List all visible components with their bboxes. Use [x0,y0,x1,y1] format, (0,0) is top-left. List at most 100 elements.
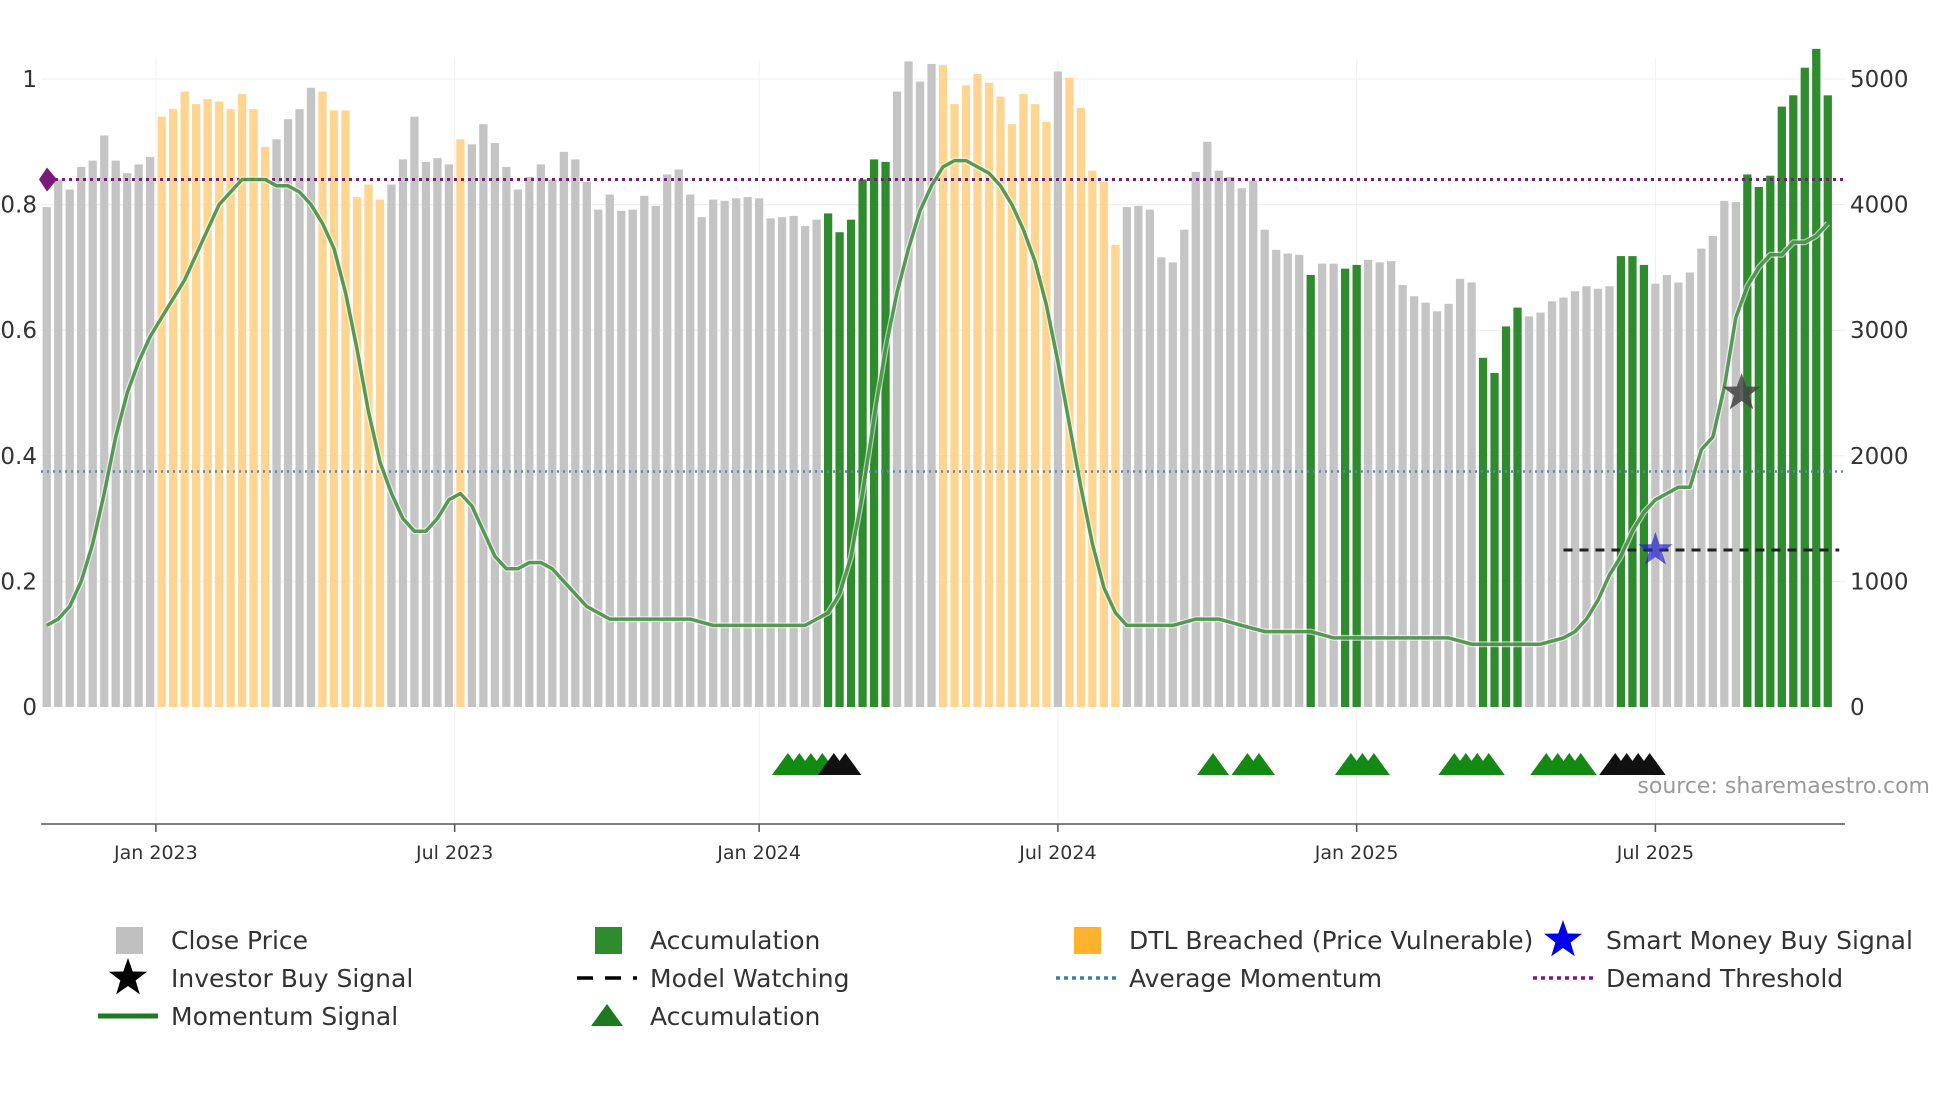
accumulation-bar [1616,256,1626,707]
close-price-bar [1226,176,1235,707]
close-price-bar [1547,301,1557,707]
close-price-bar [1237,188,1246,708]
close-price-bar [777,217,787,707]
accumulation-bar [1743,174,1752,707]
accumulation-bar [1766,175,1775,707]
close-price-bar [1260,229,1269,707]
legend-item: Momentum Signal [98,1002,398,1031]
accumulation-markers [771,753,1666,775]
dtl-bar [203,99,212,707]
close-price-bar [1386,261,1396,707]
accumulation-bar [1490,372,1499,707]
accumulation-bar [835,232,844,707]
close-price-bar [1203,141,1212,708]
legend-item: Average Momentum [1056,964,1382,993]
close-price-bar [1375,262,1384,707]
legend-swatch [595,927,622,954]
close-price-bar [77,166,86,708]
close-price-bar [513,189,522,707]
accumulation-marker-black [1633,753,1666,775]
close-price-bar [571,159,580,707]
legend-item: DTL Breached (Price Vulnerable) [1074,926,1533,955]
legend-label: Accumulation [650,926,820,955]
legend-label: Close Price [171,926,308,955]
close-price-bar [1283,253,1292,708]
close-price-bar [387,184,396,707]
close-price-bar [1674,282,1683,707]
x-axis: Jan 2023 Jul 2023 Jan 2024 Jul 2024 Jan 2025… [113,824,1694,864]
legend-star [109,958,147,995]
accumulation-marker-green [1357,753,1390,775]
right-tick-label: 4000 [1850,193,1909,219]
close-price-bar [1180,229,1189,707]
close-price-bar [720,200,729,707]
dtl-bar [180,91,189,707]
close-price-bar [640,195,649,708]
close-price-bar [915,81,925,707]
close-price-bar [42,207,51,707]
right-tick-label: 5000 [1850,67,1909,93]
close-price-bar [525,176,534,707]
dtl-bar [1030,104,1040,708]
close-price-bar [1249,180,1258,708]
close-price-bar [1122,207,1131,707]
close-price-bar [628,209,637,707]
close-price-bar [295,109,304,708]
x-tick-label: Jul 2023 [415,842,493,864]
close-price-bar [1524,316,1534,707]
accumulation-bar [1478,357,1488,707]
dtl-bar [950,104,959,708]
legend-swatch [116,927,143,954]
dtl-bar [237,94,247,707]
close-price-bar [1467,282,1476,707]
close-price-bar [605,194,614,707]
left-tick-label: 0.2 [0,569,37,595]
right-tick-label: 0 [1850,695,1865,721]
close-price-bar [709,199,718,708]
legend-star [1544,920,1582,957]
dtl-bar [157,116,166,708]
investor-buy-star [1722,373,1761,410]
close-price-bar [663,174,672,707]
left-tick-label: 0.6 [0,318,37,344]
close-price-bar [1605,286,1614,707]
close-price-bar [502,166,511,708]
close-price-bar [594,209,603,707]
close-price-bar [1651,283,1660,707]
accumulation-bar [1800,67,1809,708]
x-tick-label: Jul 2024 [1018,842,1096,864]
close-price-bar [904,61,913,707]
right-tick-label: 1000 [1850,569,1909,595]
close-price-bar [410,116,419,708]
legend-label: Average Momentum [1129,964,1382,993]
dtl-bar [1099,181,1109,707]
x-tick-label: Jan 2024 [716,842,801,864]
legend: Close Price Accumulation DTL Breached (Pri… [98,920,1913,1031]
accumulation-bar [823,213,833,707]
momentum-signal-line [45,158,1830,646]
legend-label: DTL Breached (Price Vulnerable) [1129,926,1533,955]
legend-label: Smart Money Buy Signal [1606,926,1913,955]
right-axis: 0 1000 2000 3000 4000 5000 [1850,67,1909,721]
accumulation-bar [1812,48,1821,707]
accumulation-bar [858,179,867,708]
legend-label: Accumulation [650,1002,820,1031]
accumulation-bar [1306,274,1315,707]
close-price-bar [582,181,591,707]
legend-item: Accumulation [591,1002,820,1031]
close-price-bar [146,156,155,707]
close-price-bar [1708,236,1717,707]
accumulation-marker-green [1472,753,1505,775]
dtl-bar [984,82,994,707]
dtl-bar [961,85,971,707]
source-label: source: sharemaestro.com [1637,774,1930,799]
close-price-bar [1432,311,1442,707]
dtl-bar [938,65,948,707]
close-price-bar [479,124,488,707]
accumulation-marker-green [1242,753,1275,775]
close-price-bar [1720,200,1729,707]
accumulation-marker-green [1197,753,1230,775]
close-price-bar [559,151,568,707]
close-price-bar [54,179,63,708]
close-price-bar [1409,296,1419,707]
